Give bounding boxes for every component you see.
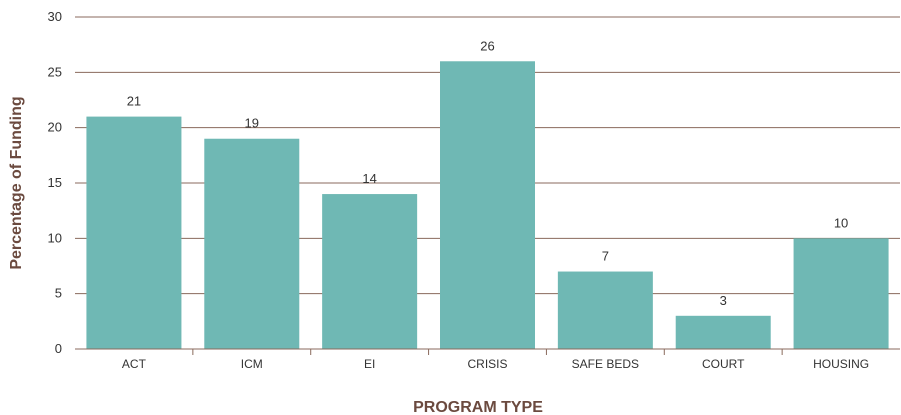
bar-safe-beds [557, 271, 653, 349]
data-label: 14 [362, 171, 376, 186]
x-tick-label: SAFE BEDS [572, 357, 639, 371]
y-axis-ticks: 0 5 10 15 20 25 30 [48, 9, 62, 356]
data-label: 26 [480, 38, 494, 53]
data-label: 10 [834, 215, 848, 230]
bar-act [86, 116, 182, 349]
bar-ei [322, 194, 418, 349]
x-tick-label: COURT [702, 357, 745, 371]
data-label: 19 [245, 116, 259, 131]
y-tick-label: 10 [48, 230, 62, 245]
x-tick-label: ACT [122, 357, 147, 371]
bar-court [675, 315, 771, 349]
data-label: 21 [127, 94, 141, 109]
y-tick-label: 20 [48, 120, 62, 135]
data-labels: 21 19 14 26 7 3 10 [127, 38, 849, 308]
x-tick-label: EI [364, 357, 375, 371]
y-tick-label: 0 [55, 341, 62, 356]
x-axis-title: PROGRAM TYPE [413, 399, 543, 415]
bars [86, 61, 889, 350]
x-axis: ACT ICM EI CRISIS SAFE BEDS COURT HOUSING [75, 348, 900, 371]
y-tick-label: 30 [48, 9, 62, 24]
y-tick-label: 15 [48, 175, 62, 190]
bar-housing [793, 238, 889, 349]
y-tick-label: 5 [55, 286, 62, 301]
bar-icm [204, 138, 300, 349]
x-tick-label: ICM [241, 357, 263, 371]
x-tick-label: HOUSING [813, 357, 869, 371]
x-tick-label: CRISIS [467, 357, 507, 371]
data-label: 7 [602, 249, 609, 264]
bar-crisis [440, 61, 535, 350]
data-label: 3 [720, 293, 727, 308]
y-tick-label: 25 [48, 64, 62, 79]
y-axis-title: Percentage of Funding [8, 96, 25, 269]
